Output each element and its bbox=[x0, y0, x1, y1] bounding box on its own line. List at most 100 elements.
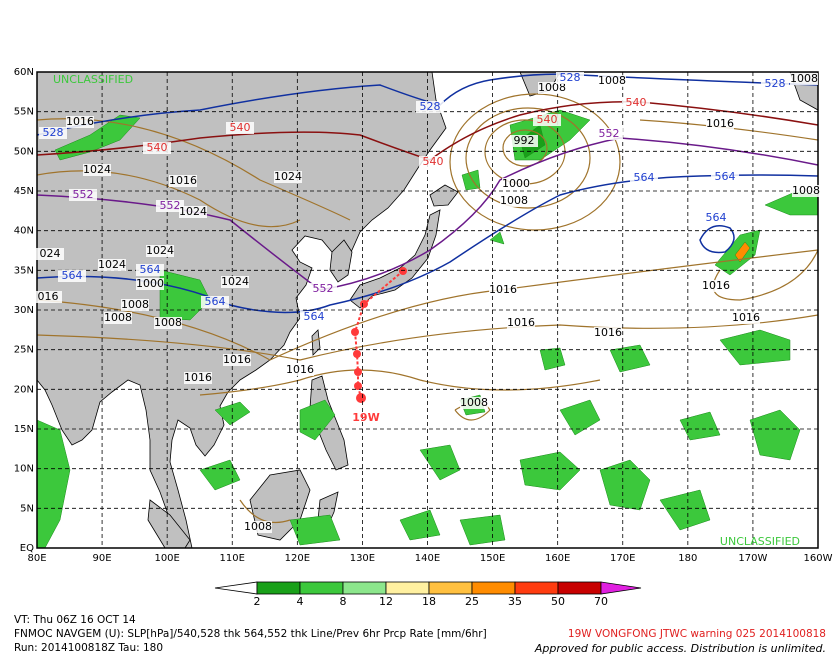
contour-label: 540 bbox=[537, 113, 558, 126]
colorbar-tick-label: 35 bbox=[508, 595, 522, 608]
contour-label-bg bbox=[309, 283, 337, 295]
lat-label: 35N bbox=[14, 265, 34, 276]
lat-label: EQ bbox=[20, 543, 34, 554]
colorbar-tick-label: 8 bbox=[340, 595, 347, 608]
classification: UNCLASSIFIED bbox=[720, 535, 800, 548]
contour-label: 1016 bbox=[223, 353, 251, 366]
storm-path bbox=[353, 270, 404, 399]
contour-label-bg bbox=[121, 299, 149, 311]
contour-label-bg bbox=[702, 212, 730, 224]
release-note: Approved for public access. Distribution… bbox=[534, 642, 826, 655]
lat-label: 10N bbox=[14, 464, 34, 475]
contour-label-bg bbox=[146, 245, 174, 257]
contour-label: 1024 bbox=[274, 170, 302, 183]
contour-label-bg bbox=[34, 291, 62, 303]
colorbar-high-end bbox=[600, 581, 642, 595]
lat-label: 20N bbox=[14, 384, 34, 395]
contour-label: 1008 bbox=[121, 298, 149, 311]
contour-label: 1008 bbox=[598, 74, 626, 87]
contour-label-bg bbox=[416, 101, 444, 113]
colorbar-segment bbox=[428, 581, 473, 595]
land-sumatra bbox=[147, 499, 191, 548]
colorbar-segment bbox=[256, 581, 301, 595]
contour-label: 564 bbox=[205, 295, 226, 308]
colorbar-tick-label: 25 bbox=[465, 595, 479, 608]
contour-label-bg bbox=[732, 312, 760, 324]
contour-label: 1008 bbox=[538, 81, 566, 94]
contour-label-bg bbox=[761, 78, 789, 90]
contour-label: 1016 bbox=[66, 115, 94, 128]
contour-label-bg bbox=[226, 122, 254, 134]
contour-label: 552 bbox=[599, 127, 620, 140]
contour-label: 528 bbox=[560, 71, 581, 84]
contour-label-bg bbox=[507, 317, 535, 329]
contour-label-bg bbox=[711, 171, 739, 183]
contour-label-bg bbox=[98, 259, 126, 271]
contour-label: 528 bbox=[420, 100, 441, 113]
contour-label-bg bbox=[630, 172, 658, 184]
thickness-552 bbox=[37, 137, 818, 291]
contour-label: 016 bbox=[38, 290, 59, 303]
lat-label: 55N bbox=[14, 107, 34, 118]
contour-label: 1008 bbox=[104, 311, 132, 324]
colorbar-tick-label: 50 bbox=[551, 595, 565, 608]
contour-label-bg bbox=[184, 372, 212, 384]
contour-label: 1008 bbox=[790, 72, 818, 85]
contour-label: 1016 bbox=[286, 363, 314, 376]
precipitation bbox=[37, 109, 818, 548]
contour-label-bg bbox=[300, 311, 328, 323]
colorbar-tick-label: 18 bbox=[422, 595, 436, 608]
contour-label-bg bbox=[419, 156, 447, 168]
colorbar-segment bbox=[385, 581, 430, 595]
contour-label: 564 bbox=[62, 269, 83, 282]
contour-label: 1000 bbox=[136, 277, 164, 290]
lon-label: 130E bbox=[350, 553, 375, 564]
colorbar-tick-label: 12 bbox=[379, 595, 393, 608]
colorbar-segment bbox=[342, 581, 387, 595]
lon-label: 140E bbox=[415, 553, 440, 564]
contour-label-bg bbox=[489, 284, 517, 296]
contour-label: 1016 bbox=[702, 279, 730, 292]
lon-label: 110E bbox=[220, 553, 245, 564]
contour-label-bg bbox=[244, 521, 272, 533]
contour-label: 1008 bbox=[460, 396, 488, 409]
contour-label: 024 bbox=[40, 247, 61, 260]
valid-time: VT: Thu 06Z 16 OCT 14 bbox=[14, 614, 136, 626]
storm-label: 19W bbox=[352, 411, 379, 424]
contour-label: 1008 bbox=[500, 194, 528, 207]
contour-label: 552 bbox=[313, 282, 334, 295]
map-frame bbox=[36, 71, 819, 549]
contour-label: 1016 bbox=[706, 117, 734, 130]
contour-label: 992 bbox=[514, 134, 535, 147]
colorbar-tick-label: 70 bbox=[594, 595, 608, 608]
contour-label: 1008 bbox=[792, 184, 820, 197]
contour-label-bg bbox=[460, 397, 488, 409]
lon-label: 170E bbox=[610, 553, 635, 564]
run: Run: 2014100818Z Tau: 180 bbox=[14, 642, 163, 654]
lon-label: 90E bbox=[93, 553, 112, 564]
contour-label-bg bbox=[274, 171, 302, 183]
contour-label-bg bbox=[556, 72, 584, 84]
contour-label: 528 bbox=[765, 77, 786, 90]
contour-label-bg bbox=[39, 127, 67, 139]
contour-label: 1024 bbox=[83, 163, 111, 176]
lat-label: 5N bbox=[20, 503, 34, 514]
contour-label-bg bbox=[500, 195, 528, 207]
land-hokkaido bbox=[429, 184, 459, 207]
contour-label: 564 bbox=[304, 310, 325, 323]
contour-label: 564 bbox=[634, 171, 655, 184]
lon-label: 80E bbox=[27, 553, 46, 564]
lat-label: 25N bbox=[14, 345, 34, 356]
contour-label: 564 bbox=[140, 263, 161, 276]
contour-label: 1024 bbox=[179, 205, 207, 218]
lat-label: 40N bbox=[14, 226, 34, 237]
lon-label: 180 bbox=[678, 553, 697, 564]
contour-label-bg bbox=[594, 327, 622, 339]
contour-label: 540 bbox=[626, 96, 647, 109]
contour-label: 552 bbox=[73, 188, 94, 201]
colorbar-segment bbox=[471, 581, 516, 595]
contour-label: 1016 bbox=[594, 326, 622, 339]
contour-label-bg bbox=[154, 317, 182, 329]
contour-label: 552 bbox=[160, 199, 181, 212]
